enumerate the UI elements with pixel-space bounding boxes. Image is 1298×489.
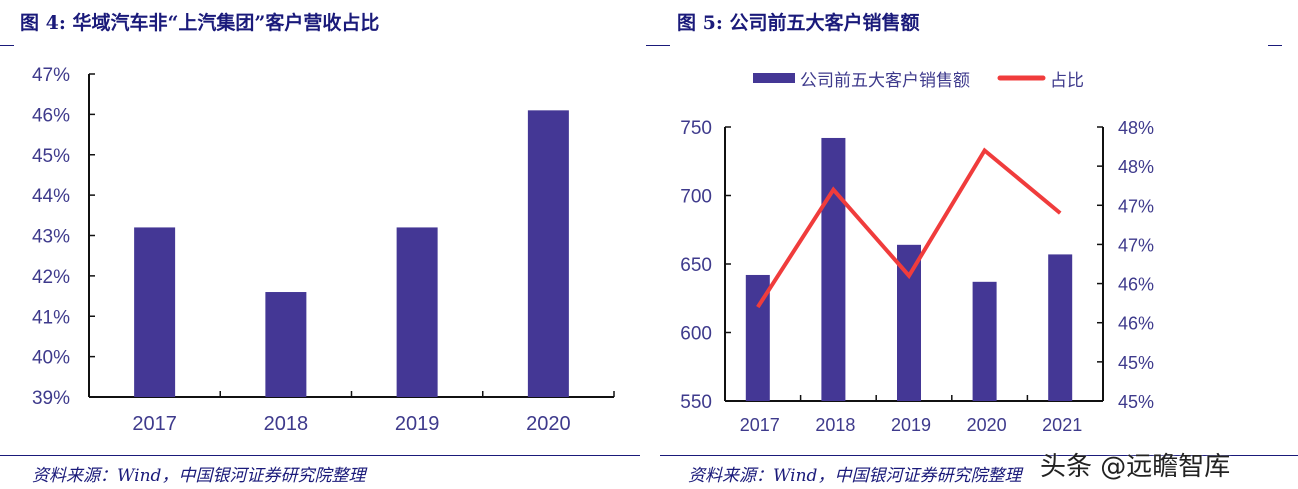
chart2-y2-tick-label: 45% (1118, 353, 1154, 373)
chart2-legend-bar-label: 公司前五大客户销售额 (800, 71, 970, 91)
chart1-y-tick-label: 41% (32, 307, 70, 328)
chart2-bar (1048, 254, 1073, 401)
chart1-bar (396, 227, 438, 397)
chart2-y-tick-label: 600 (680, 324, 712, 345)
chart2-y2-tick-label: 47% (1118, 235, 1154, 255)
chart2-y2-tick-label: 46% (1118, 314, 1154, 334)
chart2-legend-bar-swatch (753, 73, 795, 83)
chart2-x-tick-label: 2017 (740, 415, 780, 435)
chart2-y2-tick-label: 47% (1118, 196, 1154, 216)
chart1-x-tick-label: 2019 (395, 413, 440, 435)
chart2-bar (821, 137, 846, 401)
chart1-y-tick-label: 42% (32, 267, 70, 288)
chart2-source: 资料来源：Wind，中国银河证券研究院整理 (688, 466, 1022, 486)
chart1-y-tick-label: 45% (32, 146, 70, 167)
chart1-y-tick-label: 44% (32, 186, 70, 207)
divider (646, 45, 670, 46)
chart1-y-tick-label: 47% (32, 65, 70, 86)
chart1-y-tick-label: 46% (32, 105, 70, 126)
chart1-source: 资料来源：Wind，中国银河证券研究院整理 (32, 466, 366, 486)
watermark: 头条 @远瞻智库 (1040, 452, 1231, 482)
chart2-bar (972, 281, 997, 401)
divider (1268, 45, 1282, 46)
chart2-y-tick-label: 650 (680, 255, 712, 276)
divider (660, 455, 1298, 456)
chart2-legend-line-label: 占比 (1050, 71, 1084, 91)
chart2-y-tick-label: 700 (680, 187, 712, 208)
chart2-x-tick-label: 2018 (815, 415, 855, 435)
divider (0, 455, 640, 456)
chart1-x-tick-label: 2020 (526, 413, 571, 435)
chart1-x-tick-label: 2017 (132, 413, 177, 435)
chart2-x-tick-label: 2019 (891, 415, 931, 435)
chart2-y2-tick-label: 48% (1118, 157, 1154, 177)
chart1-bar (527, 110, 569, 398)
chart2-y2-tick-label: 48% (1118, 118, 1154, 138)
divider (0, 45, 14, 46)
chart2-y2-tick-label: 46% (1118, 275, 1154, 295)
chart1-x-tick-label: 2018 (264, 413, 309, 435)
chart2-x-tick-label: 2021 (1042, 415, 1082, 435)
chart1-title: 图 4: 华域汽车非“上汽集团”客户营收占比 (20, 12, 380, 34)
chart2-bar (897, 244, 921, 401)
chart1-y-tick-label: 40% (32, 348, 70, 369)
chart2-x-tick-label: 2020 (967, 415, 1007, 435)
chart1-bar (265, 292, 307, 397)
chart2-y-tick-label: 550 (680, 392, 712, 413)
chart1-y-tick-label: 43% (32, 227, 70, 248)
chart1-y-tick-label: 39% (32, 388, 70, 409)
chart2-y-tick-label: 750 (680, 118, 712, 139)
chart2-title: 图 5: 公司前五大客户销售额 (677, 12, 920, 34)
chart1-bar (134, 227, 176, 397)
chart2-y2-tick-label: 45% (1118, 392, 1154, 412)
